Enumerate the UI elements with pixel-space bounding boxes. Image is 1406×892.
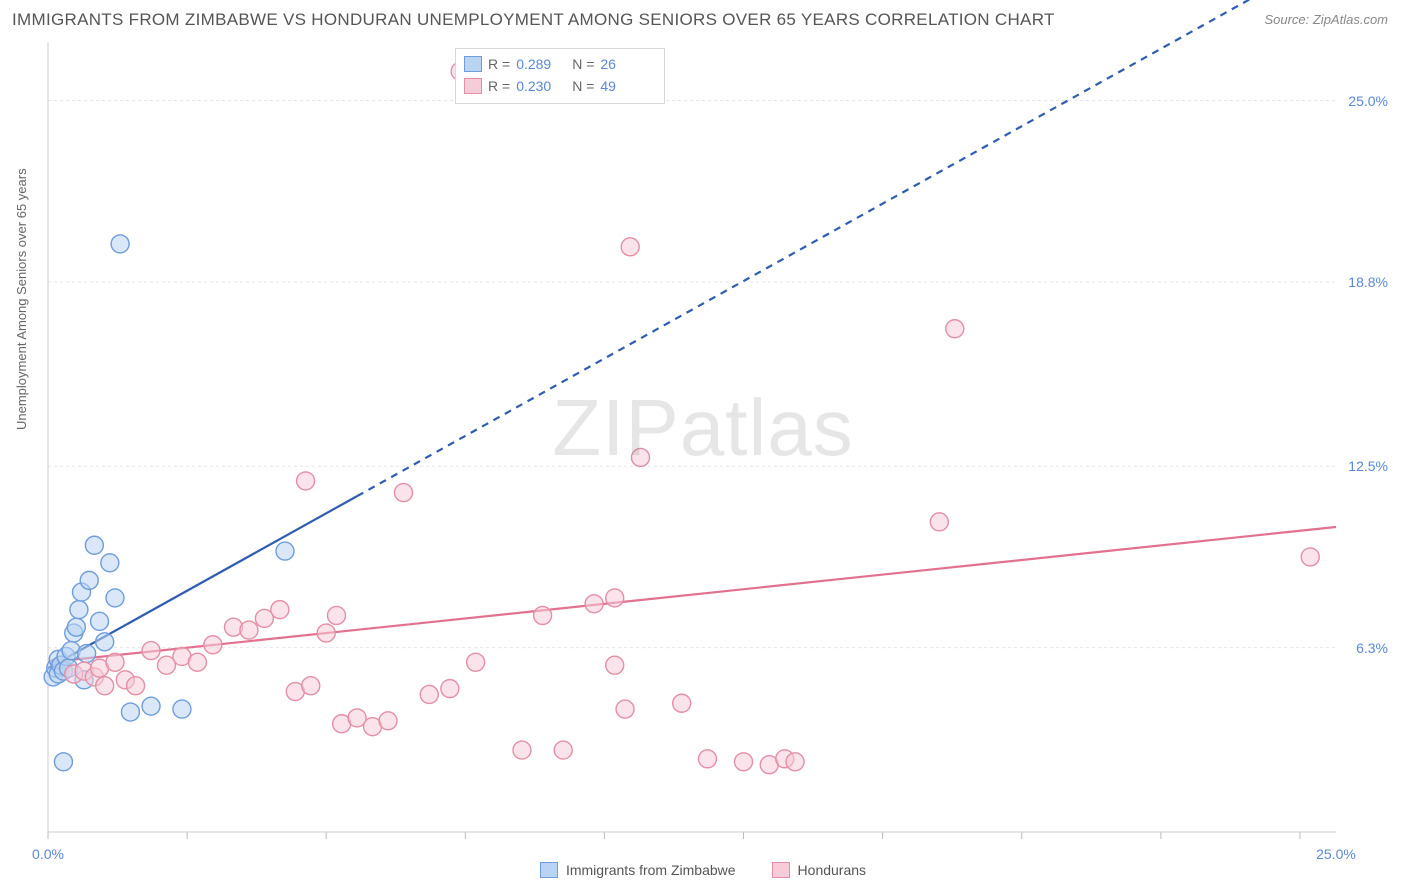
scatter-plot	[0, 0, 1406, 892]
legend-bottom: Immigrants from Zimbabwe Hondurans	[0, 862, 1406, 878]
legend-item-a: Immigrants from Zimbabwe	[540, 862, 736, 878]
stats-row-b: R = 0.230 N = 49	[464, 75, 650, 97]
swatch-pink-icon	[464, 78, 482, 94]
r-value-a: 0.289	[516, 56, 566, 72]
chart-container: IMMIGRANTS FROM ZIMBABWE VS HONDURAN UNE…	[0, 0, 1406, 892]
swatch-pink-icon	[772, 862, 790, 878]
stats-legend: R = 0.289 N = 26 R = 0.230 N = 49	[455, 48, 665, 104]
ytick-label: 6.3%	[1356, 640, 1388, 656]
ytick-label: 25.0%	[1348, 93, 1388, 109]
stats-row-a: R = 0.289 N = 26	[464, 53, 650, 75]
xtick-label: 0.0%	[32, 846, 64, 862]
n-value-b: 49	[600, 78, 650, 94]
swatch-blue-icon	[464, 56, 482, 72]
legend-item-b: Hondurans	[772, 862, 867, 878]
n-value-a: 26	[600, 56, 650, 72]
ytick-label: 12.5%	[1348, 458, 1388, 474]
r-value-b: 0.230	[516, 78, 566, 94]
ytick-label: 18.8%	[1348, 274, 1388, 290]
swatch-blue-icon	[540, 862, 558, 878]
xtick-label: 25.0%	[1316, 846, 1356, 862]
